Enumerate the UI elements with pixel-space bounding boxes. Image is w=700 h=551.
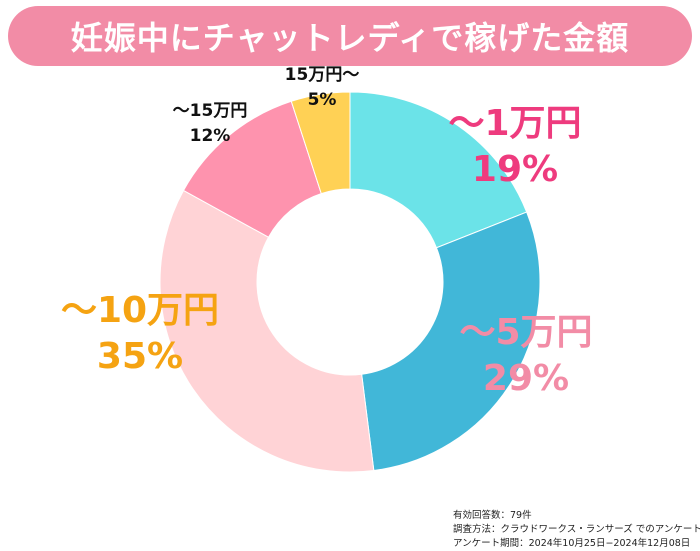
slice-label-value: 5%: [307, 90, 337, 110]
slice-label-value: 35%: [96, 336, 184, 377]
slice-label-value: 19%: [471, 149, 559, 190]
slice-label-category: ～10万円: [60, 290, 220, 331]
label-under-5man: ～5万円 29%: [451, 315, 601, 397]
label-under-1man: ～1万円 19%: [440, 106, 590, 188]
note-period: アンケート期間：2024年10月25日−2024年12月08日: [453, 538, 691, 549]
survey-note: 有効回答数：79件 調査方法：クラウドワークス・ランサーズ でのアンケート アン…: [453, 509, 700, 551]
chart-title: 妊娠中にチャットレディで稼げた金額: [70, 19, 630, 57]
slice-label-category: ～15万円: [172, 101, 248, 121]
slice-label-category: 15万円～: [284, 65, 360, 85]
title-banner: 妊娠中にチャットレディで稼げた金額: [8, 6, 692, 66]
slice-label-category: ～1万円: [448, 103, 582, 144]
label-under-15man: ～15万円 12%: [160, 103, 260, 145]
note-responses: 有効回答数：79件: [453, 510, 532, 521]
slice-label-value: 29%: [482, 358, 570, 399]
donut-slice-2: [159, 189, 375, 473]
slice-label-category: ～5万円: [459, 312, 593, 353]
slice-label-value: 12%: [189, 126, 231, 146]
donut-slice-1: [361, 211, 541, 472]
note-method: 調査方法：クラウドワークス・ランサーズ でのアンケート: [453, 524, 700, 535]
donut-slice-4: [290, 91, 351, 195]
label-over-15man: 15万円～ 5%: [272, 67, 372, 109]
label-under-10man: ～10万円 35%: [50, 293, 230, 375]
donut-slice-0: [349, 91, 528, 249]
